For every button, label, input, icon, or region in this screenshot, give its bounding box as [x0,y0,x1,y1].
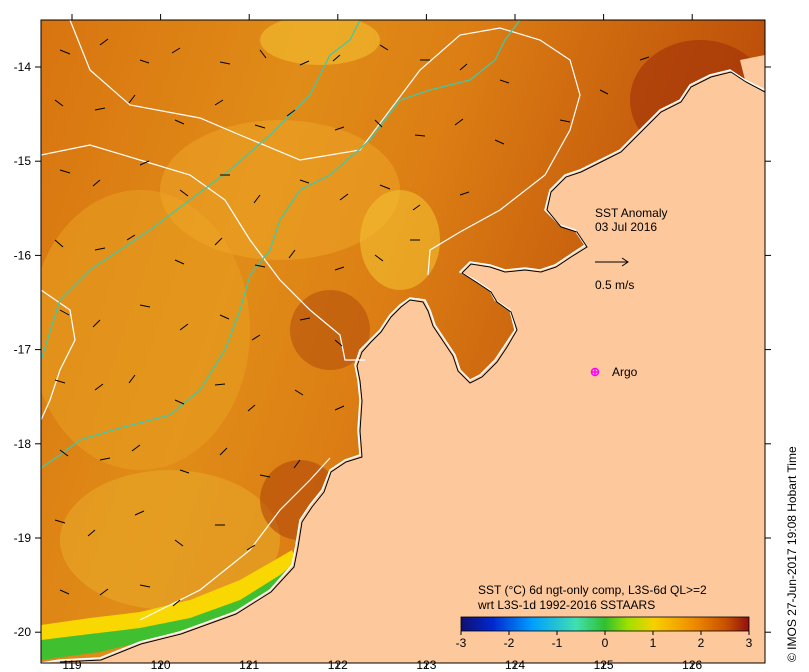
teal-contour [41,20,521,469]
x-tick-label: 121 [239,658,259,672]
current-vectors [54,38,650,607]
anomaly-patch [360,190,440,290]
x-tick-label: 120 [151,658,171,672]
x-axis: 119 120 121 122 123 124 125 126 [62,14,703,672]
colorbar-tick-label: 3 [746,636,753,650]
anomaly-date: 03 Jul 2016 [595,220,657,234]
colorbar-tick-label: 0 [602,636,609,650]
land-mass-top [740,55,765,95]
anomaly-patch [60,470,280,610]
anomaly-patch [41,190,250,470]
x-tick-label: 124 [505,658,525,672]
coastline-detail [59,71,765,663]
y-tick-label: -17 [14,343,32,357]
coastal-cool-strip [41,565,292,660]
y-tick-label: -14 [14,60,32,74]
x-tick-label: 125 [594,658,614,672]
colorbar-tick-label: -1 [552,636,563,650]
x-tick-label: 126 [682,658,702,672]
y-axis: -14 -15 -16 -17 -18 -19 -20 [14,60,771,639]
coastline [41,69,765,663]
colorbar-tick-label: 2 [698,636,705,650]
argo-label: Argo [612,365,638,379]
y-tick-label: -15 [14,154,32,168]
x-tick-label: 119 [62,658,81,672]
colorbar-ticks: -3 -2 -1 0 1 2 3 [456,631,753,650]
anomaly-title: SST Anomaly [595,206,667,220]
y-tick-label: -19 [14,531,32,545]
scale-arrow-label: 0.5 m/s [595,278,634,292]
scale-arrow [595,257,629,267]
colorbar-tick-label: 1 [650,636,657,650]
y-tick-label: -18 [14,437,32,451]
y-tick-label: -20 [14,625,32,639]
teal-contour-2 [41,20,361,361]
colorbar-tick-label: -3 [456,636,467,650]
white-contours [41,20,581,621]
coastal-cool-strip [41,550,300,655]
colorbar-tick-label: -2 [504,636,515,650]
argo-marker [590,367,600,377]
colorbar [460,616,750,632]
land-mass [41,20,765,663]
x-tick-label: 123 [416,658,436,672]
colorbar-caption-line2: wrt L3S-1d 1992-2016 SSTAARS [477,598,655,612]
anomaly-patch [160,120,400,260]
plot-frame [40,19,766,664]
y-tick-label: -16 [14,248,32,262]
colorbar-caption-line1: SST (°C) 6d ngt-only comp, L3S-6d QL>=2 [478,583,707,597]
x-tick-label: 122 [328,658,348,672]
credit-text: © IMOS 27-Jun-2017 19:08 Hobart Time [785,446,799,662]
anomaly-patch [260,20,380,65]
